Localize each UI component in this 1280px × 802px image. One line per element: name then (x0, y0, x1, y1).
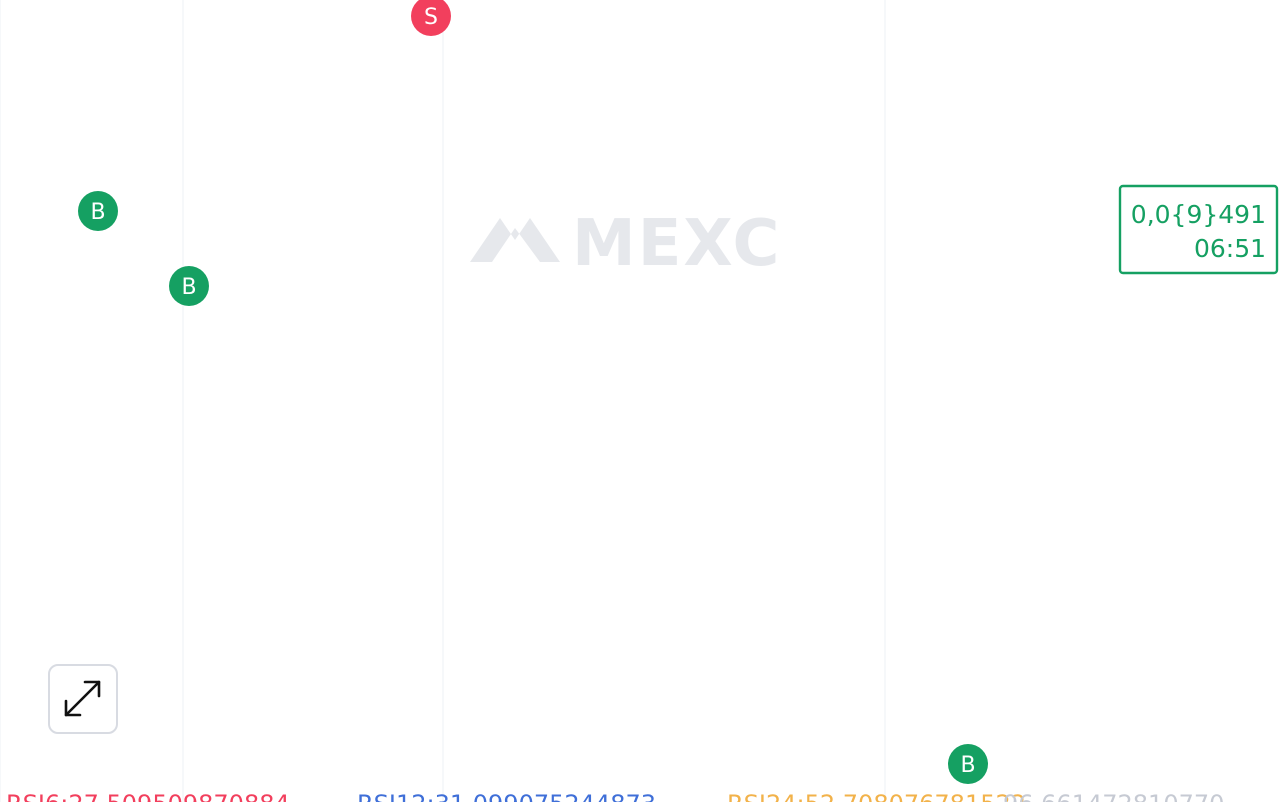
countdown-label: 06:51 (1194, 234, 1266, 263)
rsi-indicator-label: RSI12:31.099075244873 (357, 790, 656, 802)
marker-badge (169, 266, 209, 306)
current-price-line: 0,0{9}491 06:51 (1118, 184, 1279, 275)
marker-badge (411, 0, 451, 36)
sell-marker[interactable]: S (411, 0, 451, 36)
rsi-indicator-label: 96.661472810770 (1003, 790, 1224, 802)
trade-markers: B B S B (78, 0, 988, 784)
buy-marker[interactable]: B (948, 744, 988, 784)
rsi-indicator-row: RSI6:27.509509870884 RSI12:31.09907524487… (6, 790, 1224, 802)
expand-button[interactable] (48, 664, 118, 734)
marker-badge (948, 744, 988, 784)
mexc-logo-icon (470, 218, 560, 262)
watermark-layer: MEXC (470, 207, 781, 281)
expand-icon (64, 680, 101, 717)
current-price-box[interactable] (1118, 184, 1279, 275)
buy-marker[interactable]: B (169, 266, 209, 306)
marker-letter: S (424, 5, 438, 30)
current-price-label: 0,0{9}491 (1131, 200, 1266, 229)
marker-letter: B (181, 275, 196, 300)
marker-badge (78, 191, 118, 231)
marker-letter: B (90, 200, 105, 225)
buy-marker[interactable]: B (78, 191, 118, 231)
rsi-indicator-label: RSI6:27.509509870884 (6, 790, 290, 802)
watermark-text: MEXC (572, 207, 781, 281)
rsi-indicator-label: RSI24:52.708076781522 (727, 790, 1026, 802)
marker-letter: B (960, 753, 975, 778)
